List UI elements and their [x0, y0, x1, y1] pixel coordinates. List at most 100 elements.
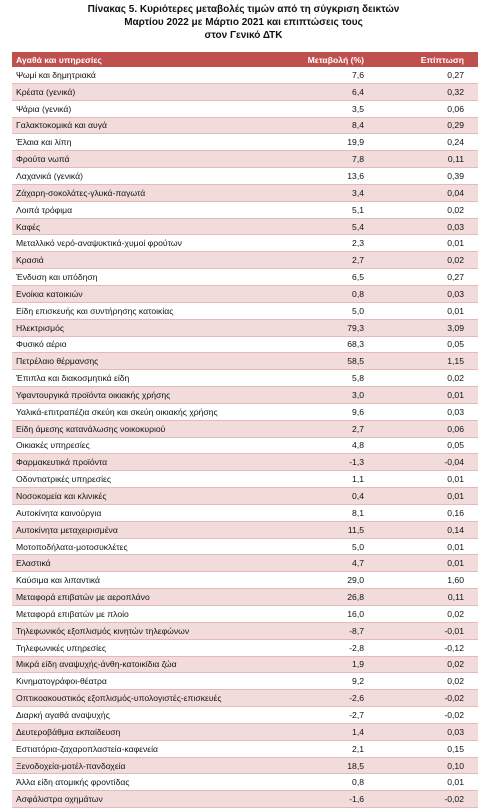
table-cell: Είδη επισκευής και συντήρησης κατοικίας: [12, 302, 275, 320]
table-cell: Ένδυση και υπόδηση: [12, 268, 275, 286]
table-cell: 2,3: [275, 234, 386, 253]
table-row: Μοτοποδήλατα-μοτοσυκλέτες 5,0 0,01: [12, 538, 478, 556]
table-row: Ενοίκια κατοικιών 0,8 0,03: [12, 285, 478, 303]
table-row: Οπτικοακουστικός εξοπλισμός-υπολογιστές-…: [12, 689, 478, 708]
title-line: στον Γενικό ΔΤΚ: [204, 30, 283, 41]
table-cell: Κρασιά: [12, 251, 275, 270]
table-cell: 2,7: [275, 251, 386, 270]
table-cell: Ελαστικά: [12, 554, 275, 573]
table-cell: Καύσιμα και λιπαντικά: [12, 571, 275, 590]
table-row: Έπιπλα και διακοσμητικά είδη 5,8 0,02: [12, 369, 478, 388]
table-cell: 0,29: [386, 117, 478, 135]
table-row: Μικρά είδη αναψυχής-άνθη-κατοικίδια ζώα 1…: [12, 656, 478, 674]
table-row: Μεταφορά επιβατών με πλοίο 16,0 0,02: [12, 605, 478, 623]
table-cell: 18,5: [275, 757, 386, 775]
table-row: Δευτεροβάθμια εκπαίδευση 1,4 0,03: [12, 723, 478, 741]
table-cell: Λοιπά τρόφιμα: [12, 201, 275, 219]
table-row: Κρέατα (γενικά) 6,4 0,32: [12, 83, 478, 101]
table-cell: Φρούτα νωπά: [12, 150, 275, 169]
table-cell: 0,01: [386, 773, 478, 792]
table-cell: Εστιατόρια-ζαχαροπλαστεία-καφενεία: [12, 740, 275, 758]
table-cell: Φυσικό αέριο: [12, 336, 275, 354]
table-cell: 0,03: [386, 218, 478, 236]
table-cell: 0,8: [275, 285, 386, 303]
table-row: Έλαια και λίπη 19,9 0,24: [12, 133, 478, 152]
table-row: Ψωμί και δημητριακά 7,6 0,27: [12, 67, 478, 84]
table-cell: Μικρά είδη αναψυχής-άνθη-κατοικίδια ζώα: [12, 656, 275, 674]
table-cell: 3,0: [275, 386, 386, 404]
table-cell: 0,27: [386, 67, 478, 84]
table-row: Καφές 5,4 0,03: [12, 218, 478, 236]
table-cell: 0,02: [386, 369, 478, 388]
table-cell: 0,01: [386, 554, 478, 573]
table-cell: 16,0: [275, 605, 386, 623]
table-cell: Είδη άμεσης κατανάλωσης νοικοκυριού: [12, 420, 275, 438]
table-row: Λοιπά τρόφιμα 5,1 0,02: [12, 201, 478, 219]
column-header: Αγαθά και υπηρεσίες: [12, 52, 275, 67]
table-cell: Νοσοκομεία και κλινικές: [12, 487, 275, 505]
table-cell: -1,6: [275, 790, 386, 808]
table-row: Τηλεφωνικές υπηρεσίες -2,8 -0,12: [12, 639, 478, 657]
table-cell: -0,02: [386, 689, 478, 708]
table-row: Λαχανικά (γενικά) 13,6 0,39: [12, 167, 478, 185]
table-cell: Ασφάλιστρα οχημάτων: [12, 790, 275, 808]
table-cell: Υφαντουργικά προϊόντα οικιακής χρήσης: [12, 386, 275, 404]
table-cell: 0,11: [386, 150, 478, 169]
table-cell: -0,12: [386, 639, 478, 657]
table-cell: Ζάχαρη-σοκολάτες-γλυκά-παγωτά: [12, 184, 275, 202]
table-body: Ψωμί και δημητριακά 7,6 0,27 Κρέατα (γενικά…: [12, 67, 478, 808]
table-cell: 0,06: [386, 100, 478, 118]
table-row: Αυτοκίνητα μεταχειρισμένα 11,5 0,14: [12, 521, 478, 539]
table-row: Ελαστικά 4,7 0,01: [12, 554, 478, 573]
table-cell: 0,01: [386, 487, 478, 505]
table-cell: 0,02: [386, 672, 478, 691]
table-cell: 29,0: [275, 571, 386, 590]
table-cell: 58,5: [275, 352, 386, 371]
table-cell: 0,15: [386, 740, 478, 758]
table-cell: Ψάρια (γενικά): [12, 100, 275, 118]
table-cell: 1,9: [275, 656, 386, 674]
table-row: Φαρμακευτικά προϊόντα -1,3 -0,04: [12, 453, 478, 472]
table-cell: 6,4: [275, 83, 386, 101]
table-cell: Ξενοδοχεία-μοτέλ-πανδοχεία: [12, 757, 275, 775]
table-cell: -0,01: [386, 622, 478, 640]
table-cell: 0,03: [386, 403, 478, 421]
table-cell: Μοτοποδήλατα-μοτοσυκλέτες: [12, 538, 275, 556]
table-row: Φυσικό αέριο 68,3 0,05: [12, 336, 478, 354]
table-cell: 5,4: [275, 218, 386, 236]
table-cell: 0,16: [386, 504, 478, 522]
table-row: Ένδυση και υπόδηση 6,5 0,27: [12, 268, 478, 286]
title: Πίνακας 5. Κυριότερες μεταβολές τιμών απ…: [0, 0, 487, 42]
table-cell: -1,3: [275, 453, 386, 472]
table-cell: Άλλα είδη ατομικής φροντίδας: [12, 773, 275, 792]
table-cell: -0,02: [386, 706, 478, 724]
price-table: Αγαθά και υπηρεσίες Μεταβολή (%) Επίπτωση …: [12, 52, 478, 808]
table-cell: 79,3: [275, 319, 386, 337]
table-row: Τηλεφωνικός εξοπλισμός κινητών τηλεφώνων…: [12, 622, 478, 640]
table-cell: 0,27: [386, 268, 478, 286]
table-cell: 0,01: [386, 234, 478, 253]
table-cell: Διαρκή αγαθά αναψυχής: [12, 706, 275, 724]
table-cell: Υαλικά-επιτραπέζια σκεύη και σκεύη οικια…: [12, 403, 275, 421]
table-row: Υαλικά-επιτραπέζια σκεύη και σκεύη οικια…: [12, 403, 478, 421]
table-cell: -2,6: [275, 689, 386, 708]
table-row: Φρούτα νωπά 7,8 0,11: [12, 150, 478, 169]
table-cell: 0,01: [386, 386, 478, 404]
table-row: Κινηματογράφοι-θέατρα 9,2 0,02: [12, 672, 478, 691]
table-cell: 9,6: [275, 403, 386, 421]
table-cell: 0,03: [386, 723, 478, 741]
table-cell: -8,7: [275, 622, 386, 640]
table-cell: 0,01: [386, 302, 478, 320]
table-row: Ηλεκτρισμός 79,3 3,09: [12, 319, 478, 337]
table-cell: 4,7: [275, 554, 386, 573]
table-cell: 8,4: [275, 117, 386, 135]
table-cell: 4,8: [275, 437, 386, 455]
table-cell: Κρέατα (γενικά): [12, 83, 275, 101]
table-cell: 1,60: [386, 571, 478, 590]
table-row: Ψάρια (γενικά) 3,5 0,06: [12, 100, 478, 118]
title-line: Μαρτίου 2022 με Μάρτιο 2021 και επιπτώσε…: [124, 17, 363, 28]
table-cell: -2,7: [275, 706, 386, 724]
table-cell: 0,02: [386, 251, 478, 270]
table-cell: Μεταφορά επιβατών με αεροπλάνο: [12, 588, 275, 606]
